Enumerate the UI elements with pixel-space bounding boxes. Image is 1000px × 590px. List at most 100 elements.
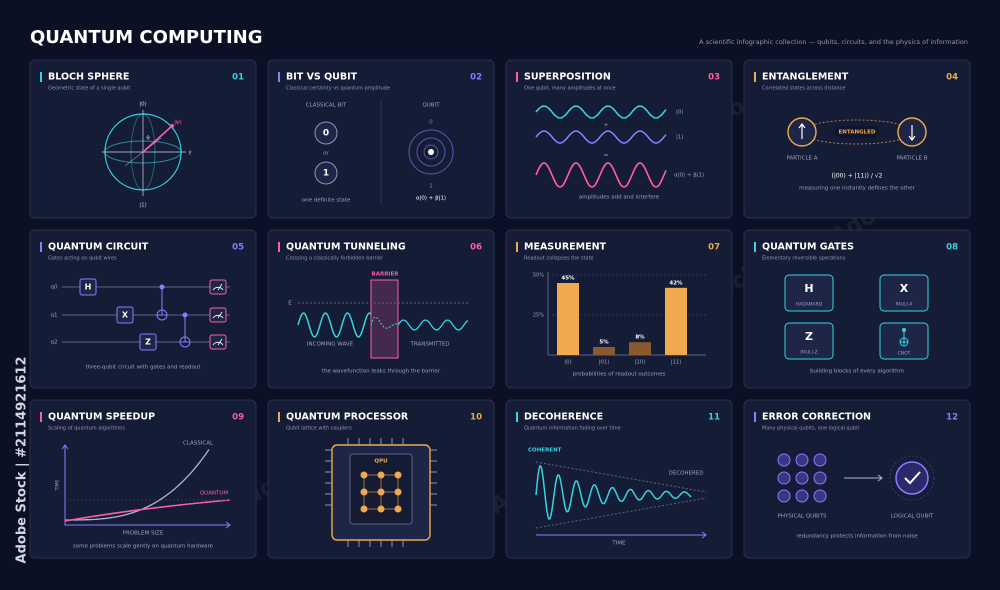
y-tick-label: 25%: [533, 313, 544, 319]
physical-qubit: [777, 489, 791, 503]
caption: three-qubit circuit with gates and reado…: [86, 365, 202, 371]
label: or: [323, 151, 329, 157]
panel-number: 03: [708, 73, 720, 83]
panel: QUANTUM SPEEDUP 09 Scaling of quantum algo…: [29, 399, 257, 559]
label: ENTANGLED: [839, 130, 876, 136]
label: y: [188, 150, 192, 156]
label: DECOHERED: [668, 471, 703, 477]
value-label: 5%: [599, 340, 609, 346]
panel-number: 06: [470, 243, 482, 253]
label: Z: [805, 330, 813, 343]
caption: the wavefunction leaks through the barri…: [322, 369, 441, 375]
accent-bar: [40, 412, 42, 422]
control: [902, 328, 906, 332]
damped-wave: [535, 464, 692, 521]
panel-number: 04: [946, 73, 958, 83]
physical-qubit: [795, 453, 809, 467]
panel-subtitle: Gates acting on qubit wires: [48, 256, 117, 262]
panel: MEASUREMENT 07 Readout collapses the state…: [505, 229, 733, 389]
panel: QUANTUM CIRCUIT 05 Gates acting on qubit w…: [29, 229, 257, 389]
qubit: [377, 471, 385, 479]
accent-bar: [40, 72, 42, 82]
physical-qubit: [813, 453, 827, 467]
label: X: [900, 282, 909, 295]
physical-qubit: [795, 471, 809, 485]
x-tick-label: |11⟩: [671, 359, 682, 366]
state-vector: [142, 125, 173, 153]
label: Z: [145, 338, 151, 347]
state-dot: [170, 124, 174, 128]
panel-bg: [505, 59, 733, 219]
spin-arrow: [798, 123, 806, 139]
caption: building blocks of every algorithm: [810, 369, 904, 375]
label: (|00⟩ + |11⟩) / √2: [832, 173, 883, 180]
panel-title: MEASUREMENT: [524, 242, 607, 253]
wave: [535, 162, 667, 188]
envelope: [535, 497, 707, 529]
bar: [629, 342, 651, 355]
panel-title: QUANTUM CIRCUIT: [48, 242, 149, 253]
qubit: [377, 505, 385, 513]
bar: [665, 287, 687, 355]
physical-qubit: [813, 489, 827, 503]
label: 0: [429, 120, 433, 126]
accent-bar: [278, 412, 280, 422]
label: INCOMING WAVE: [307, 342, 354, 348]
gate-box: [784, 274, 834, 312]
arrow: [844, 474, 883, 482]
qubit: [377, 488, 385, 496]
panel-number: 07: [708, 243, 720, 253]
x-tick-label: |0⟩: [564, 359, 572, 366]
accent-bar: [278, 72, 280, 82]
label: 0: [323, 129, 329, 139]
label: |ψ⟩: [174, 119, 182, 126]
panel: ERROR CORRECTION 12 Many physical qubits, …: [743, 399, 971, 559]
panel-bg: [743, 229, 971, 389]
label: CNOT: [898, 351, 911, 357]
label: TRANSMITTED: [409, 342, 449, 348]
label: |1⟩: [139, 202, 147, 209]
page-title: QUANTUM COMPUTING: [30, 27, 262, 48]
meter-arc: [212, 338, 224, 346]
qubit-core: [428, 149, 434, 155]
label: HADAMARD: [796, 302, 823, 308]
label: QUBIT: [422, 103, 440, 109]
wave-out: [397, 319, 469, 331]
wave-decay: [370, 316, 398, 329]
bar: [593, 347, 615, 355]
label: QUANTUM: [200, 491, 229, 497]
panel-title: DECOHERENCE: [524, 412, 603, 423]
caption: probabilities of readout outcomes: [573, 372, 666, 378]
qubit: [360, 505, 368, 513]
panel-subtitle: Quantum information fading over time: [524, 426, 621, 432]
logical-qubit: [895, 461, 929, 495]
label: q0: [51, 285, 58, 291]
control: [182, 312, 188, 318]
classical-curve: [65, 449, 210, 521]
panel-subtitle: Qubit lattice with couplers: [286, 426, 352, 432]
label: BARRIER: [372, 272, 400, 278]
x-tick-label: |01⟩: [599, 359, 610, 366]
barrier: [370, 279, 399, 359]
label: +: [604, 123, 609, 129]
panel-bg: [29, 229, 257, 389]
value-label: 8%: [635, 335, 645, 341]
label: H: [804, 282, 813, 295]
caption: redundancy protects information from noi…: [796, 534, 918, 540]
label: CLASSICAL BIT: [306, 103, 347, 109]
label: PAULI-Z: [800, 350, 817, 356]
label: PHYSICAL QUBITS: [778, 514, 827, 520]
label: 1: [429, 184, 433, 190]
bit-circle: [314, 161, 338, 185]
spin-arrow: [908, 125, 916, 141]
qubit-ring: [408, 129, 454, 175]
panel-subtitle: Correlated states across distance: [762, 86, 845, 92]
panel-bg: [743, 399, 971, 559]
label: q1: [51, 313, 58, 319]
label: PARTICLE A: [786, 156, 817, 162]
logical-halo: [889, 455, 935, 501]
axes: [61, 444, 231, 529]
label: =: [604, 153, 609, 159]
label: TIME: [55, 479, 61, 491]
